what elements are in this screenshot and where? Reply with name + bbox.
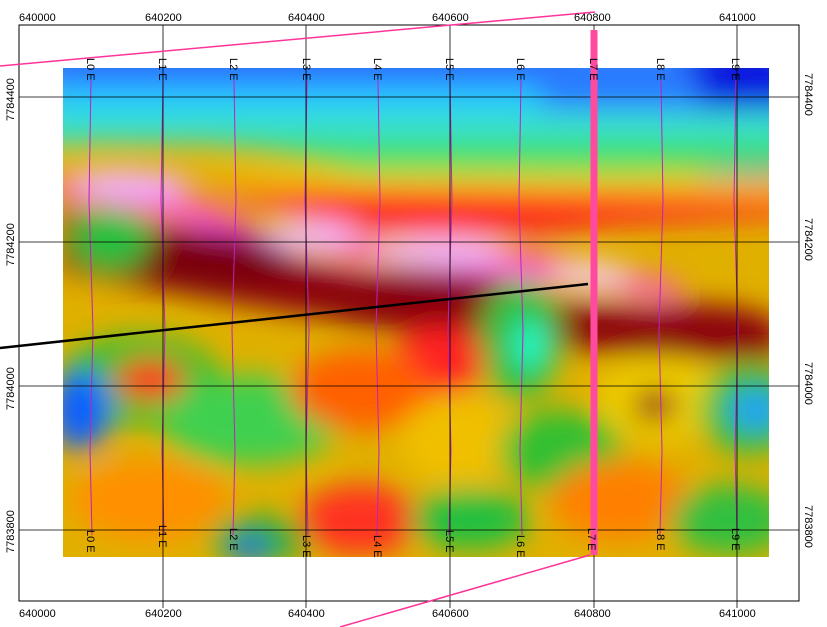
line-label-top: L6 E xyxy=(514,58,526,81)
line-label-bottom: L1 E xyxy=(156,525,168,548)
line-label-bottom: L5 E xyxy=(443,530,455,553)
x-tick-bottom: 640000 xyxy=(19,608,56,620)
line-label-top: L5 E xyxy=(443,58,455,81)
line-label-bottom: L9 E xyxy=(729,528,741,551)
line-label-top: L2 E xyxy=(227,58,239,81)
y-axis-right: 7784400 7784200 7784000 7783800 xyxy=(802,73,814,548)
line-label-bottom: L2 E xyxy=(227,528,239,551)
line-label-bottom: L6 E xyxy=(514,535,526,558)
x-tick-top: 640400 xyxy=(288,12,325,24)
tick-marks xyxy=(162,601,738,608)
y-tick-left: 7784000 xyxy=(5,367,17,410)
line-labels-bottom: L0 E L1 E L2 E L3 E L4 E L5 E L6 E L7 E … xyxy=(84,525,741,558)
line-label-top: L3 E xyxy=(300,58,312,81)
x-tick-bottom: 640600 xyxy=(432,608,469,620)
line-label-top: L0 E xyxy=(84,58,96,81)
x-tick-top: 640600 xyxy=(432,12,469,24)
x-axis-bottom: 640000 640200 640400 640600 640800 64100… xyxy=(19,608,756,620)
line-labels-top: L0 E L1 E L2 E L3 E L4 E L5 E L6 E L7 E … xyxy=(84,58,741,81)
x-tick-top: 640800 xyxy=(574,12,611,24)
overlay-line-bottom xyxy=(339,554,591,627)
x-tick-bottom: 640400 xyxy=(288,608,325,620)
line-label-top: L4 E xyxy=(371,58,383,81)
x-tick-top: 640200 xyxy=(145,12,182,24)
fault-line xyxy=(0,282,589,350)
line-label-bottom: L7 E xyxy=(585,528,597,551)
survey-lines xyxy=(88,79,739,536)
line-label-top: L8 E xyxy=(654,58,666,81)
y-tick-right: 7783800 xyxy=(802,505,814,548)
line-label-top: L7 E xyxy=(587,58,599,81)
y-tick-left: 7784400 xyxy=(5,78,17,121)
magnetic-raster xyxy=(63,68,769,557)
x-tick-top: 641000 xyxy=(719,12,756,24)
line-label-bottom: L3 E xyxy=(300,535,312,558)
x-tick-bottom: 641000 xyxy=(719,608,756,620)
y-tick-right: 7784000 xyxy=(802,362,814,405)
line-label-bottom: L0 E xyxy=(84,530,96,553)
overlay-line-top xyxy=(0,11,596,67)
x-axis-top: 640000 640200 640400 640600 640800 64100… xyxy=(19,12,756,24)
line-label-top: L1 E xyxy=(156,58,168,81)
y-tick-right: 7784400 xyxy=(802,73,814,116)
line-label-bottom: L4 E xyxy=(371,535,383,558)
y-tick-right: 7784200 xyxy=(802,218,814,261)
line-label-bottom: L8 E xyxy=(654,528,666,551)
x-tick-top: 640000 xyxy=(19,12,56,24)
map-frame xyxy=(18,24,800,602)
x-tick-bottom: 640800 xyxy=(574,608,611,620)
x-tick-bottom: 640200 xyxy=(145,608,182,620)
line-label-top: L9 E xyxy=(729,58,741,81)
y-tick-left: 7783800 xyxy=(5,510,17,553)
y-tick-left: 7784200 xyxy=(5,223,17,266)
y-axis-left: 7784400 7784200 7784000 7783800 xyxy=(5,78,17,553)
